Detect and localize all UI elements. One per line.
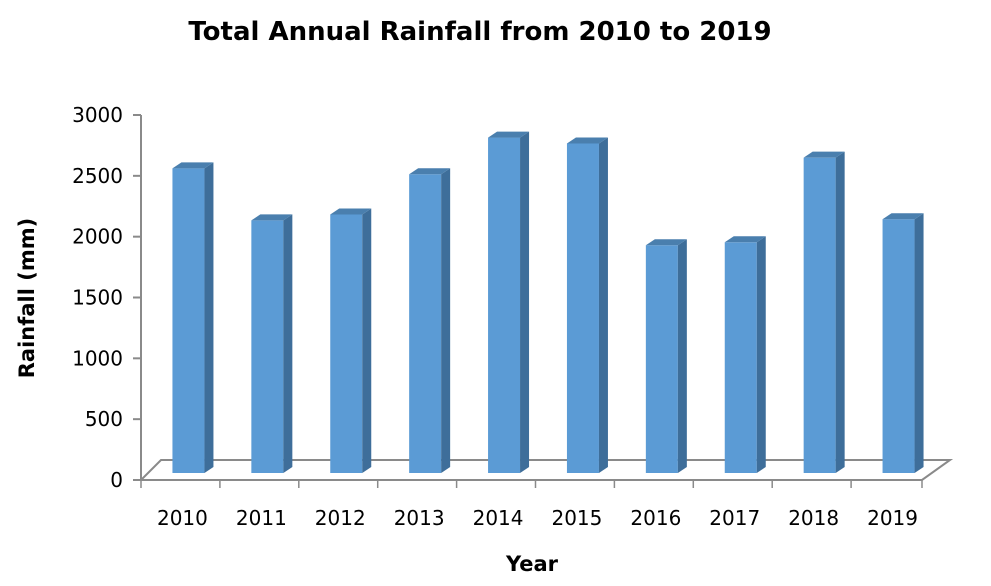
y-axis-ticks: 0 500 1000 1500 2000 2500 3000 — [72, 103, 141, 492]
bar-side — [441, 168, 451, 473]
bar-side — [204, 162, 214, 474]
y-tick-label: 0 — [110, 468, 123, 492]
bar-side — [283, 214, 293, 473]
bar-top — [645, 239, 687, 246]
x-axis-title: Year — [505, 552, 559, 576]
bar-top — [566, 137, 608, 144]
bar-side — [598, 137, 608, 473]
bar — [488, 137, 521, 474]
x-tick-label: 2018 — [788, 506, 839, 530]
x-tick-label: 2016 — [630, 506, 681, 530]
x-axis-ticks: 2010 2011 2012 2013 2014 2015 2016 2017 2018 2019 — [140, 480, 923, 530]
bar — [251, 220, 284, 473]
bar-top — [724, 236, 766, 243]
bar-top — [172, 162, 214, 169]
x-tick-label: 2011 — [236, 506, 287, 530]
bar — [882, 219, 915, 473]
bar-top — [251, 214, 293, 221]
bar-top — [488, 131, 530, 138]
x-tick-label: 2010 — [157, 506, 208, 530]
y-tick-label: 1500 — [72, 286, 123, 310]
x-tick-label: 2015 — [551, 506, 602, 530]
bar-side — [677, 239, 687, 473]
bar-side — [756, 236, 766, 473]
bar — [724, 242, 757, 473]
chart-title: Total Annual Rainfall from 2010 to 2019 — [188, 17, 771, 47]
bar — [172, 168, 205, 474]
x-tick-label: 2014 — [473, 506, 524, 530]
bar-top — [882, 213, 924, 220]
bar — [803, 157, 836, 473]
bars — [172, 131, 924, 474]
bar-side — [914, 213, 924, 473]
bar-side — [520, 131, 530, 474]
bar-top — [330, 208, 372, 215]
bar-side — [362, 208, 372, 473]
bar — [409, 174, 442, 473]
y-tick-label: 2500 — [72, 164, 123, 188]
bar-side — [835, 151, 845, 473]
x-tick-label: 2013 — [394, 506, 445, 530]
bar — [330, 214, 363, 473]
bar-top — [803, 151, 845, 158]
y-tick-label: 3000 — [72, 103, 123, 127]
x-tick-label: 2012 — [315, 506, 366, 530]
bar — [566, 143, 599, 473]
y-tick-label: 1000 — [72, 346, 123, 370]
x-tick-label: 2019 — [867, 506, 918, 530]
x-tick-label: 2017 — [709, 506, 760, 530]
bar-top — [409, 168, 451, 175]
bar — [645, 245, 678, 473]
y-tick-label: 500 — [85, 407, 123, 431]
y-axis-title: Rainfall (mm) — [15, 218, 39, 378]
y-tick-label: 2000 — [72, 225, 123, 249]
